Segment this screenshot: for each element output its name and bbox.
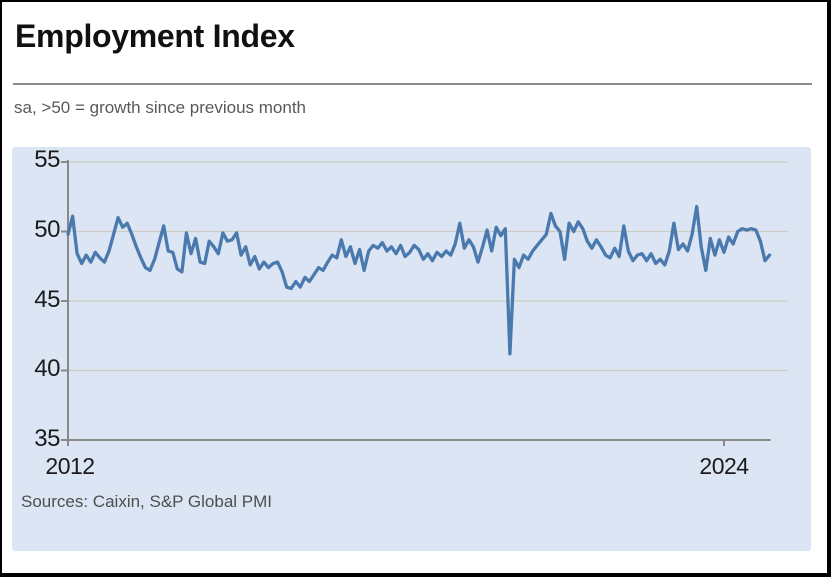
chart-subtitle: sa, >50 = growth since previous month [14,98,306,117]
y-axis-tick-label: 50 [34,216,60,243]
x-axis-tick-label: 2024 [699,453,749,479]
sources-note: Sources: Caixin, S&P Global PMI [21,492,273,511]
y-axis-tick-label: 55 [34,146,60,173]
y-axis-tick-label: 35 [34,425,60,452]
title-divider [13,83,812,85]
page-title: Employment Index [15,18,295,54]
chart-panel [12,147,811,551]
y-axis-tick-label: 40 [34,355,60,382]
x-axis-tick-label: 2012 [45,453,95,479]
y-axis-tick-label: 45 [34,286,60,313]
